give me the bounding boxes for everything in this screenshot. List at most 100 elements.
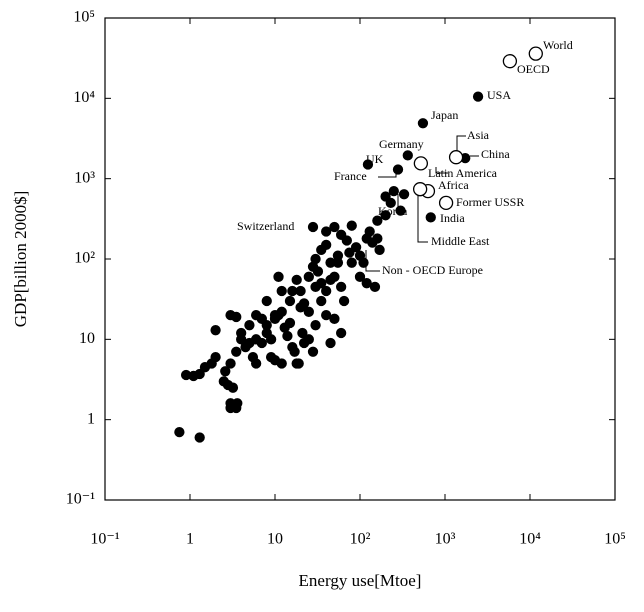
y-tick-label: 10² [74,250,95,267]
data-point [227,382,239,393]
data-point [346,257,357,268]
data-point [303,334,314,345]
annotation: Asia [467,128,490,142]
data-point [321,310,332,321]
data-point [344,247,355,258]
data-point [276,285,287,297]
data-point [369,281,381,293]
data-point [354,271,366,282]
data-point [291,274,302,286]
x-tick-label: 10⁴ [519,531,541,548]
data-point [284,317,296,329]
data-point [307,346,319,357]
y-tick-label: 10 [79,330,95,347]
data-point [210,325,221,336]
data-point [269,310,281,321]
data-point [303,306,314,317]
x-tick-label: 10³ [435,531,456,548]
data-point [232,398,243,409]
data-point [287,285,298,297]
data-point [261,295,272,307]
annotation: Germany [379,137,424,151]
data-point [273,271,284,282]
data-point [231,311,242,323]
y-tick-label: 10⁴ [73,89,95,106]
x-tick-label: 10² [350,531,371,548]
data-point [374,244,385,255]
x-tick-label: 10⁻¹ [90,531,119,548]
data-point [528,46,543,61]
x-tick-label: 10⁵ [604,531,626,548]
annotation: Latin America [428,166,498,180]
data-point [332,257,344,268]
data-point [250,358,262,369]
data-point [335,229,347,240]
data-point [354,250,366,261]
leader-line [365,250,380,272]
data-point [231,346,242,357]
annotation: Africa [438,178,469,192]
y-tick-label: 1 [87,410,95,427]
data-point [298,298,310,309]
data-point [220,366,231,377]
data-point [346,220,357,231]
data-point [236,334,247,345]
data-point [225,358,236,369]
annotation: Korea [378,204,408,218]
annotation: Non - OECD Europe [382,263,483,277]
data-point [329,221,340,233]
data-point [388,185,399,197]
data-point [350,242,362,253]
annotation: France [334,169,367,183]
data-point [310,253,321,265]
data-point [303,271,314,282]
data-point [335,281,347,293]
data-point [310,320,321,331]
data-point [372,215,383,226]
y-axis-title: GDP[billion 2000$] [11,191,30,327]
x-axis-title: Energy use[Mtoe] [299,571,422,590]
annotation: UK [366,152,384,166]
x-tick-label: 10 [267,531,283,548]
data-point [250,334,262,345]
annotation: World [543,38,573,52]
annotation: OECD [517,62,550,76]
data-point [265,334,277,345]
data-point [413,156,429,171]
annotation: Former USSR [456,195,524,209]
data-point [321,239,332,251]
data-point [472,91,484,102]
data-point [261,320,272,331]
y-tick-label: 10⁻¹ [66,491,95,508]
data-point [361,278,372,289]
data-point [325,337,336,349]
annotation: China [481,147,510,161]
annotation: India [440,211,465,225]
data-point [338,295,350,307]
data-point [395,205,406,216]
annotation: Switzerland [237,219,294,233]
data-point [289,346,300,357]
data-point [210,352,221,363]
data-point [316,295,327,307]
data-point [380,191,391,202]
data-point [502,54,518,69]
data-point [293,358,304,369]
data-point [307,221,319,233]
leader-line [456,135,466,156]
data-point [438,195,454,210]
annotation: USA [487,88,511,102]
annotation: Middle East [431,234,490,248]
data-point [174,426,185,438]
data-point [194,432,205,443]
leader-line [417,196,428,243]
data-point [417,118,429,129]
data-point [297,327,308,339]
y-tick-label: 10⁵ [73,9,95,26]
data-point [244,320,255,331]
data-point [392,164,404,175]
data-point [412,182,428,197]
data-point [362,159,374,170]
data-point [276,358,287,369]
